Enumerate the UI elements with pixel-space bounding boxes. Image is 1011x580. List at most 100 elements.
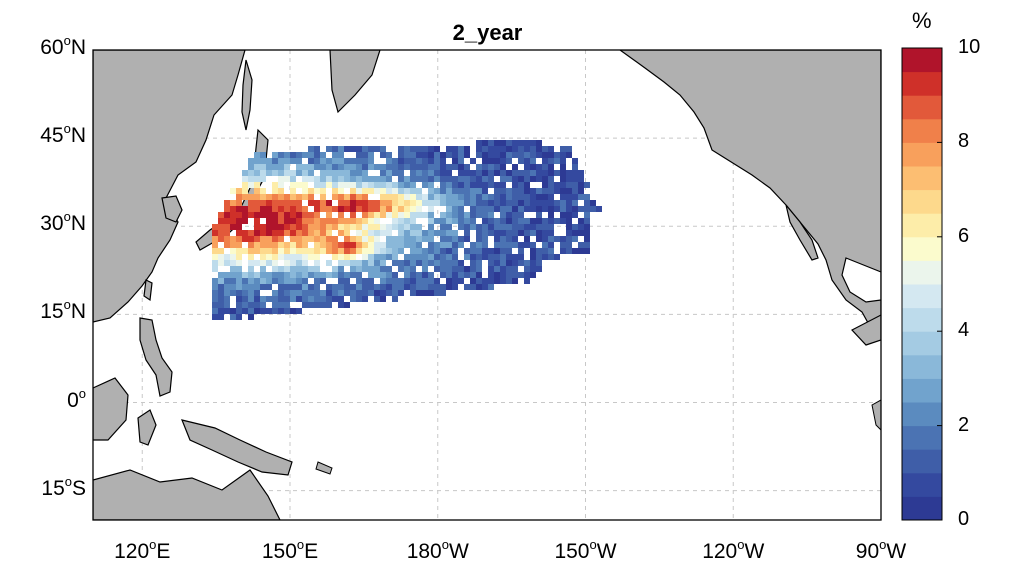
density-cell [410, 146, 416, 152]
density-cell [416, 176, 422, 182]
density-cell [314, 188, 320, 194]
density-cell [440, 188, 446, 194]
density-cell [260, 158, 266, 164]
density-cell [326, 170, 332, 176]
density-cell [248, 182, 254, 188]
density-cell [398, 290, 404, 296]
density-cell [452, 248, 458, 254]
density-cell [236, 212, 242, 218]
density-cell [542, 236, 548, 242]
density-cell [398, 236, 404, 242]
density-cell [332, 248, 338, 254]
density-cell [248, 236, 254, 242]
density-cell [350, 206, 356, 212]
density-cell [338, 152, 344, 158]
density-cell [374, 146, 380, 152]
density-cell [446, 224, 452, 230]
density-cell [458, 194, 464, 200]
density-cell [434, 188, 440, 194]
density-cell [308, 212, 314, 218]
density-cell [386, 176, 392, 182]
density-cell [248, 266, 254, 272]
density-cell [278, 206, 284, 212]
density-cell [284, 224, 290, 230]
density-cell [464, 224, 470, 230]
density-cell [386, 158, 392, 164]
density-cell [236, 278, 242, 284]
density-cell [254, 248, 260, 254]
density-cell [518, 212, 524, 218]
density-cell [326, 242, 332, 248]
density-cell [440, 236, 446, 242]
density-cell [380, 290, 386, 296]
density-cell [362, 200, 368, 206]
density-cell [320, 278, 326, 284]
density-cell [410, 164, 416, 170]
density-cell [404, 200, 410, 206]
density-cell [338, 278, 344, 284]
density-cell [212, 302, 218, 308]
density-cell [212, 266, 218, 272]
density-cell [362, 164, 368, 170]
density-cell [422, 278, 428, 284]
density-cell [554, 218, 560, 224]
density-cell [326, 296, 332, 302]
density-cell [326, 248, 332, 254]
density-cell [548, 176, 554, 182]
density-cell [398, 260, 404, 266]
density-cell [524, 176, 530, 182]
density-cell [284, 200, 290, 206]
density-cell [230, 188, 236, 194]
density-cell [554, 182, 560, 188]
density-cell [362, 254, 368, 260]
density-cell [452, 188, 458, 194]
density-cell [512, 176, 518, 182]
density-cell [536, 188, 542, 194]
map-frame [92, 49, 882, 521]
density-cell [254, 236, 260, 242]
density-cell [566, 182, 572, 188]
density-cell [248, 206, 254, 212]
density-cell [320, 170, 326, 176]
density-cell [356, 146, 362, 152]
density-cell [488, 176, 494, 182]
density-cell [224, 200, 230, 206]
density-cell [566, 188, 572, 194]
density-cell [272, 212, 278, 218]
density-cell [362, 218, 368, 224]
density-cell [236, 200, 242, 206]
density-cell [224, 212, 230, 218]
density-cell [308, 200, 314, 206]
density-cell [440, 242, 446, 248]
density-cell [500, 266, 506, 272]
density-cell [476, 140, 482, 146]
density-cell [224, 224, 230, 230]
density-cell [302, 176, 308, 182]
density-cell [290, 158, 296, 164]
density-cell [416, 170, 422, 176]
density-cell [284, 296, 290, 302]
density-cell [350, 170, 356, 176]
land-mexico-west [851, 314, 881, 346]
density-cell [482, 188, 488, 194]
density-cell [236, 242, 242, 248]
density-cell [374, 182, 380, 188]
density-cell [392, 212, 398, 218]
density-cell [548, 212, 554, 218]
density-cell [464, 266, 470, 272]
density-cell [572, 206, 578, 212]
density-cell [428, 182, 434, 188]
density-cell [500, 260, 506, 266]
density-cell [296, 290, 302, 296]
density-cell [248, 248, 254, 254]
density-cell [302, 254, 308, 260]
density-cell [500, 182, 506, 188]
density-cell [530, 218, 536, 224]
density-cell [236, 194, 242, 200]
density-cell [392, 200, 398, 206]
density-cell [530, 164, 536, 170]
density-cell [302, 152, 308, 158]
density-cell [398, 188, 404, 194]
density-cell [380, 272, 386, 278]
density-cell [374, 188, 380, 194]
